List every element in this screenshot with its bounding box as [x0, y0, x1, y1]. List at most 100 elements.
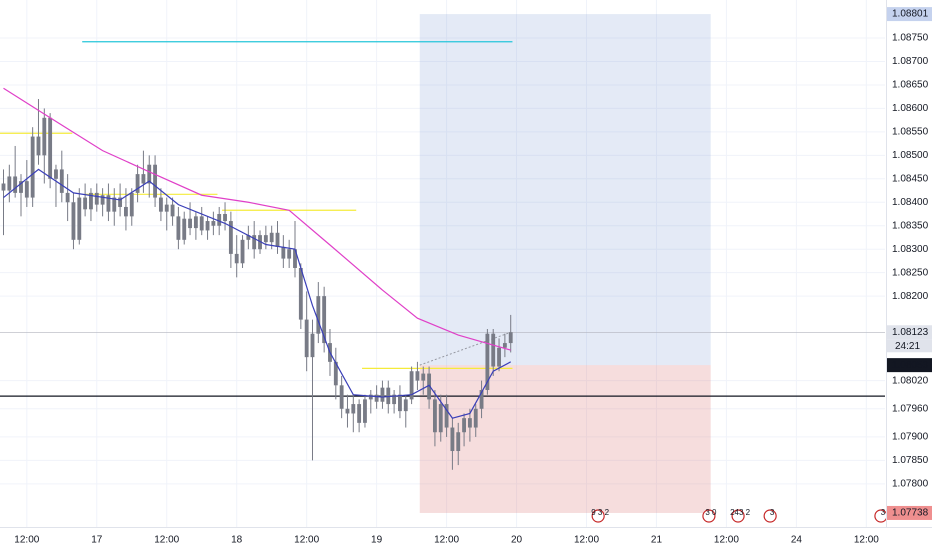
countdown-label: 24:21 [895, 341, 920, 352]
candle-body [234, 253, 239, 264]
candle-body [310, 333, 315, 358]
candle-body [432, 399, 437, 433]
candle-body [368, 394, 373, 400]
event-icon [731, 509, 745, 523]
candle-body [380, 387, 385, 402]
candle-body [363, 399, 367, 423]
event-label: 3 0 [705, 508, 717, 517]
candle-body [1, 183, 6, 191]
y-tick-label: 1.08020 [892, 375, 929, 386]
y-tick-label: 1.08500 [892, 150, 929, 161]
candle-body [333, 361, 338, 386]
candle-body [497, 347, 501, 367]
candle-body [450, 427, 455, 452]
y-tick-label: 1.08400 [892, 197, 929, 208]
candle-body [485, 333, 490, 390]
candle-body [158, 197, 163, 212]
candle-body [427, 373, 432, 400]
candle-body [269, 232, 274, 243]
countdown-badge [887, 339, 932, 353]
price-badge-label: 1.07738 [892, 508, 929, 519]
moving-average [3, 168, 511, 419]
candle-body [141, 174, 146, 184]
candle-body [456, 432, 461, 452]
candle-body [473, 408, 478, 428]
price-badge [887, 358, 932, 373]
candle-body [24, 181, 29, 198]
candle-body [240, 239, 245, 264]
candle-body [444, 404, 449, 428]
candle-body [403, 399, 408, 412]
candle-body [223, 214, 227, 222]
event-icon [763, 509, 777, 523]
candle-body [129, 192, 134, 217]
y-tick-label: 1.08550 [892, 127, 929, 138]
y-tick-label: 1.08600 [892, 103, 929, 114]
candle-body [322, 296, 327, 344]
candle-body [182, 218, 187, 240]
candle-body [30, 136, 35, 198]
candle-body [339, 385, 344, 409]
candle-body [59, 169, 64, 193]
price-badge [887, 505, 932, 520]
y-tick-label: 1.08250 [892, 267, 929, 278]
candle-body [106, 195, 111, 212]
y-tick-label: 1.08650 [892, 80, 929, 91]
candle-body [316, 296, 321, 334]
candle-body [13, 176, 18, 193]
candle-body [217, 214, 222, 226]
x-tick-label: 12:00 [714, 535, 739, 546]
price-badge-label: 1.08123 [892, 327, 929, 338]
x-tick-label: 12:00 [854, 535, 879, 546]
y-tick-label: 1.08450 [892, 173, 929, 184]
candle-body [54, 169, 58, 179]
candle-body [398, 394, 402, 412]
candle-body [467, 418, 472, 428]
candle-body [246, 235, 251, 240]
candle-body [71, 202, 76, 240]
candle-body [153, 164, 158, 198]
candle-body [293, 249, 297, 268]
candle-body [345, 408, 350, 414]
candle-body [147, 164, 152, 184]
y-tick-label: 1.07900 [892, 432, 929, 443]
candle-body [281, 246, 286, 259]
x-tick-label: 21 [651, 535, 663, 546]
candle-body [491, 333, 496, 367]
candle-body [193, 216, 198, 229]
candle-body [83, 197, 88, 210]
candle-body [77, 197, 82, 240]
candle-body [252, 235, 257, 250]
candle-body [421, 373, 426, 381]
candle-body [188, 218, 192, 229]
price-badge [887, 325, 932, 340]
position-link [419, 331, 511, 366]
candle-body [263, 235, 268, 243]
position-stop-zone [419, 365, 711, 513]
candle-body [36, 136, 41, 156]
x-tick-label: 12:00 [154, 535, 179, 546]
candle-body [508, 332, 513, 344]
candle-body [287, 249, 292, 259]
candle-body [89, 192, 93, 210]
candle-body [176, 216, 181, 240]
candle-body [170, 204, 175, 217]
y-tick-label: 1.08350 [892, 220, 929, 231]
x-tick-label: 12:00 [434, 535, 459, 546]
y-tick-label: 1.07800 [892, 479, 929, 490]
candle-body [392, 394, 397, 405]
y-tick-label: 1.08750 [892, 33, 929, 44]
candle-body [479, 390, 484, 409]
event-icon [702, 509, 716, 523]
y-tick-label: 1.08700 [892, 56, 929, 67]
y-tick-label: 1.07850 [892, 455, 929, 466]
candle-body [275, 232, 280, 247]
candle-body [124, 206, 128, 217]
price-badge-label: 1.08053 [892, 360, 929, 371]
candle-body [135, 174, 140, 193]
price-badge-label: 1.08801 [892, 9, 929, 20]
event-label: 9 3 2 [591, 508, 609, 517]
event-label: 3 [881, 508, 886, 517]
x-tick-label: 19 [371, 535, 383, 546]
